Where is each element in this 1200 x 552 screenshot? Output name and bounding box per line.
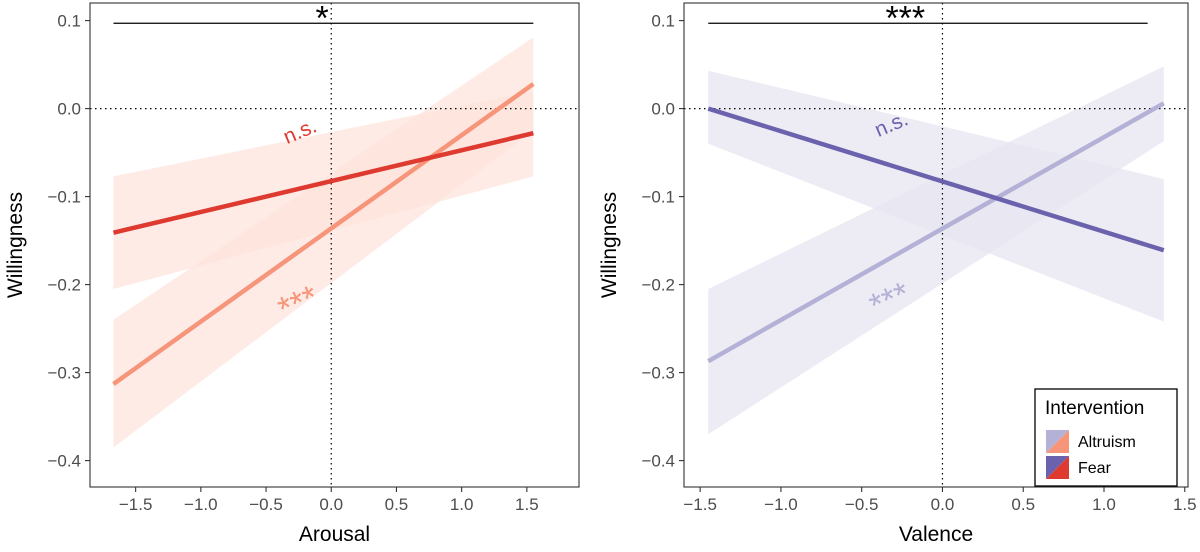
panel-0-x-tick-label: 0.0 [319, 495, 343, 514]
legend-swatch-altruism-b [1046, 430, 1069, 453]
panel-1-y-tick-label: 0.0 [651, 100, 675, 119]
panel-0-line-altruism [112, 82, 535, 386]
panel-1-line-altruism [707, 101, 1165, 364]
panel-1-bracket-label: *** [885, 0, 925, 37]
panel-1-x-tick-label: −1.5 [683, 495, 717, 514]
legend-label-altruism: Altruism [1078, 434, 1136, 451]
panel-0-x-tick-label: 0.5 [385, 495, 409, 514]
panel-1-x-tick-label: 0.0 [931, 495, 955, 514]
legend-title: Intervention [1045, 398, 1144, 419]
panel-0-y-tick-label: −0.4 [47, 452, 81, 471]
panel-0-x-tick-label: −1.0 [184, 495, 218, 514]
panel-1-plot-border [683, 2, 1189, 488]
panel-1-x-tick-label: −1.0 [764, 495, 798, 514]
panel-1-y-tick-label: 0.1 [651, 12, 675, 31]
panel-0-x-axis-title: Arousal [299, 523, 370, 546]
panel-0-y-tick-label: −0.1 [47, 188, 81, 207]
panel-1-x-tick-label: 1.5 [1173, 495, 1197, 514]
panel-1-x-tick-label: 1.0 [1092, 495, 1116, 514]
legend-swatch-fear-b [1046, 456, 1069, 479]
panel-0-x-tick-label: −1.5 [119, 495, 153, 514]
panel-0-x-tick-label: 1.0 [450, 495, 474, 514]
legend-label-fear: Fear [1078, 460, 1112, 477]
panel-1-y-tick-label: −0.2 [641, 276, 675, 295]
panel-1-y-tick-label: −0.3 [641, 364, 675, 383]
panel-0-y-tick-label: 0.0 [57, 100, 81, 119]
panel-1-y-axis-title: Willingness [598, 192, 621, 298]
panel-0-bracket-label: * [315, 0, 328, 37]
panel-1-x-axis-title: Valence [899, 523, 973, 546]
panel-1-band-fear [708, 70, 1164, 322]
panel-1-line-fear [707, 106, 1165, 253]
panel-1-x-tick-label: 0.5 [1011, 495, 1035, 514]
panel-1-y-tick-label: −0.1 [641, 188, 675, 207]
panel-0-y-tick-label: 0.1 [57, 12, 81, 31]
panel-1-x-tick-label: −0.5 [845, 495, 879, 514]
panel-0-plot-border [89, 2, 580, 488]
panel-0-y-tick-label: −0.2 [47, 276, 81, 295]
panel-0-x-tick-label: −0.5 [249, 495, 283, 514]
panel-0-y-axis-title: Willingness [4, 192, 27, 298]
panel-0-line-fear [112, 131, 534, 235]
legend-item-fear: Fear [1046, 456, 1112, 479]
legend: Intervention Altruism Fear [1034, 388, 1178, 487]
legend-item-altruism: Altruism [1046, 430, 1136, 453]
panel-1-y-tick-label: −0.4 [641, 452, 675, 471]
valence-panel: ***n.s.***−1.5 −1.0 −0.5 0.0 0.5 1.0 1.50.10.0… [598, 0, 1197, 546]
panel-0-y-tick-label: −0.3 [47, 364, 81, 383]
panel-0-band-fear [113, 91, 534, 289]
panel-0-x-tick-label: 1.5 [515, 495, 539, 514]
arousal-panel: ***n.s.*−1.5 −1.0 −0.5 0.0 0.5 1.0 1.50.10.0−0… [4, 0, 580, 546]
